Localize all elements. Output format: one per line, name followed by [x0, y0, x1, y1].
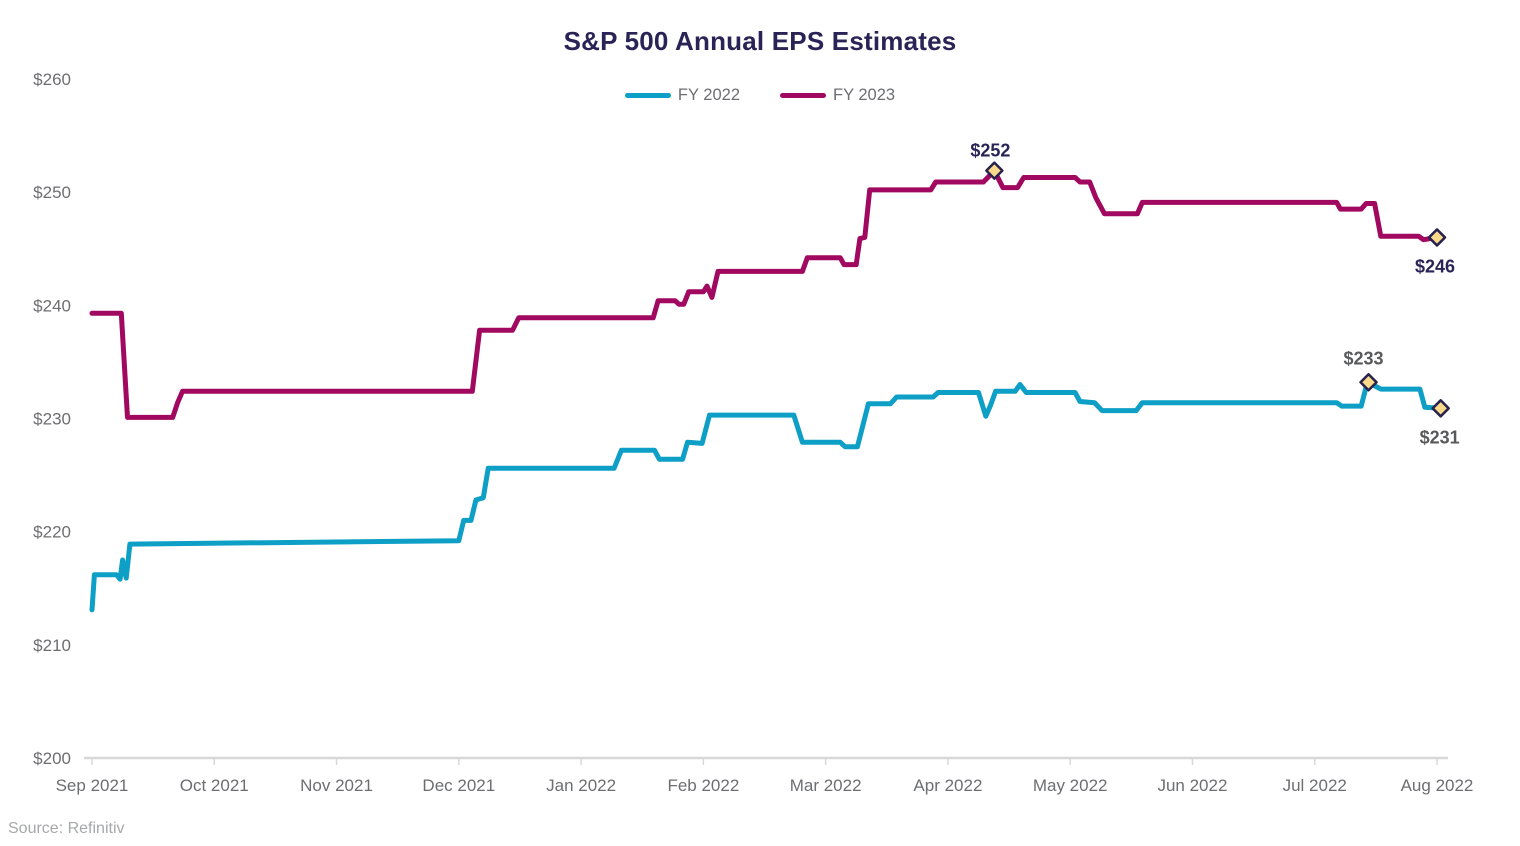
- legend-swatch: [624, 93, 671, 98]
- chart-legend: FY 2022 FY 2023: [0, 86, 1520, 105]
- annotation-label-246: $246: [1415, 256, 1455, 276]
- x-axis-tick-label: Sep 2021: [56, 776, 129, 795]
- x-axis-tick-label: Dec 2021: [422, 776, 495, 795]
- point-marker-246: [1427, 228, 1447, 247]
- x-axis-tick-label: May 2022: [1033, 776, 1108, 795]
- series-line-fy-2022: [89, 379, 1444, 613]
- x-axis-tick-label: Feb 2022: [667, 776, 739, 795]
- x-axis-tick-label: Nov 2021: [300, 776, 373, 795]
- y-axis-tick-label: $250: [33, 183, 71, 202]
- y-axis-tick-label: $220: [33, 523, 71, 542]
- point-marker-233: [1359, 373, 1378, 392]
- point-marker-252: [985, 161, 1004, 180]
- source-note: Source: Refinitiv: [8, 820, 125, 837]
- y-axis-tick-label: $240: [33, 296, 71, 315]
- x-axis-tick-label: Oct 2021: [180, 776, 249, 795]
- x-axis-tick-label: Apr 2022: [913, 776, 982, 795]
- legend-label: FY 2022: [677, 86, 740, 104]
- x-axis-tick-label: Aug 2022: [1401, 776, 1474, 795]
- legend-item-fy-2023[interactable]: FY 2023: [780, 86, 895, 105]
- annotation-label-231: $231: [1420, 427, 1460, 447]
- chart-title: S&P 500 Annual EPS Estimates: [563, 26, 957, 56]
- annotation-label-233: $233: [1344, 348, 1384, 368]
- series-line-fy-2023: [89, 168, 1440, 420]
- y-axis-tick-label: $200: [33, 749, 71, 768]
- y-axis-tick-label: $230: [33, 410, 71, 429]
- y-axis-tick-label: $260: [33, 70, 71, 89]
- annotation-label-252: $252: [970, 141, 1010, 161]
- x-axis-tick-label: Jan 2022: [546, 776, 616, 795]
- legend-swatch: [780, 93, 826, 98]
- x-axis-tick-label: Jul 2022: [1283, 776, 1347, 795]
- x-axis-tick-label: Jun 2022: [1157, 776, 1227, 795]
- legend-label: FY 2023: [833, 86, 896, 104]
- point-marker-231: [1431, 399, 1450, 418]
- x-axis-tick-label: Mar 2022: [790, 776, 862, 795]
- legend-item-fy-2022[interactable]: FY 2022: [624, 86, 740, 105]
- y-axis-tick-label: $210: [33, 636, 71, 655]
